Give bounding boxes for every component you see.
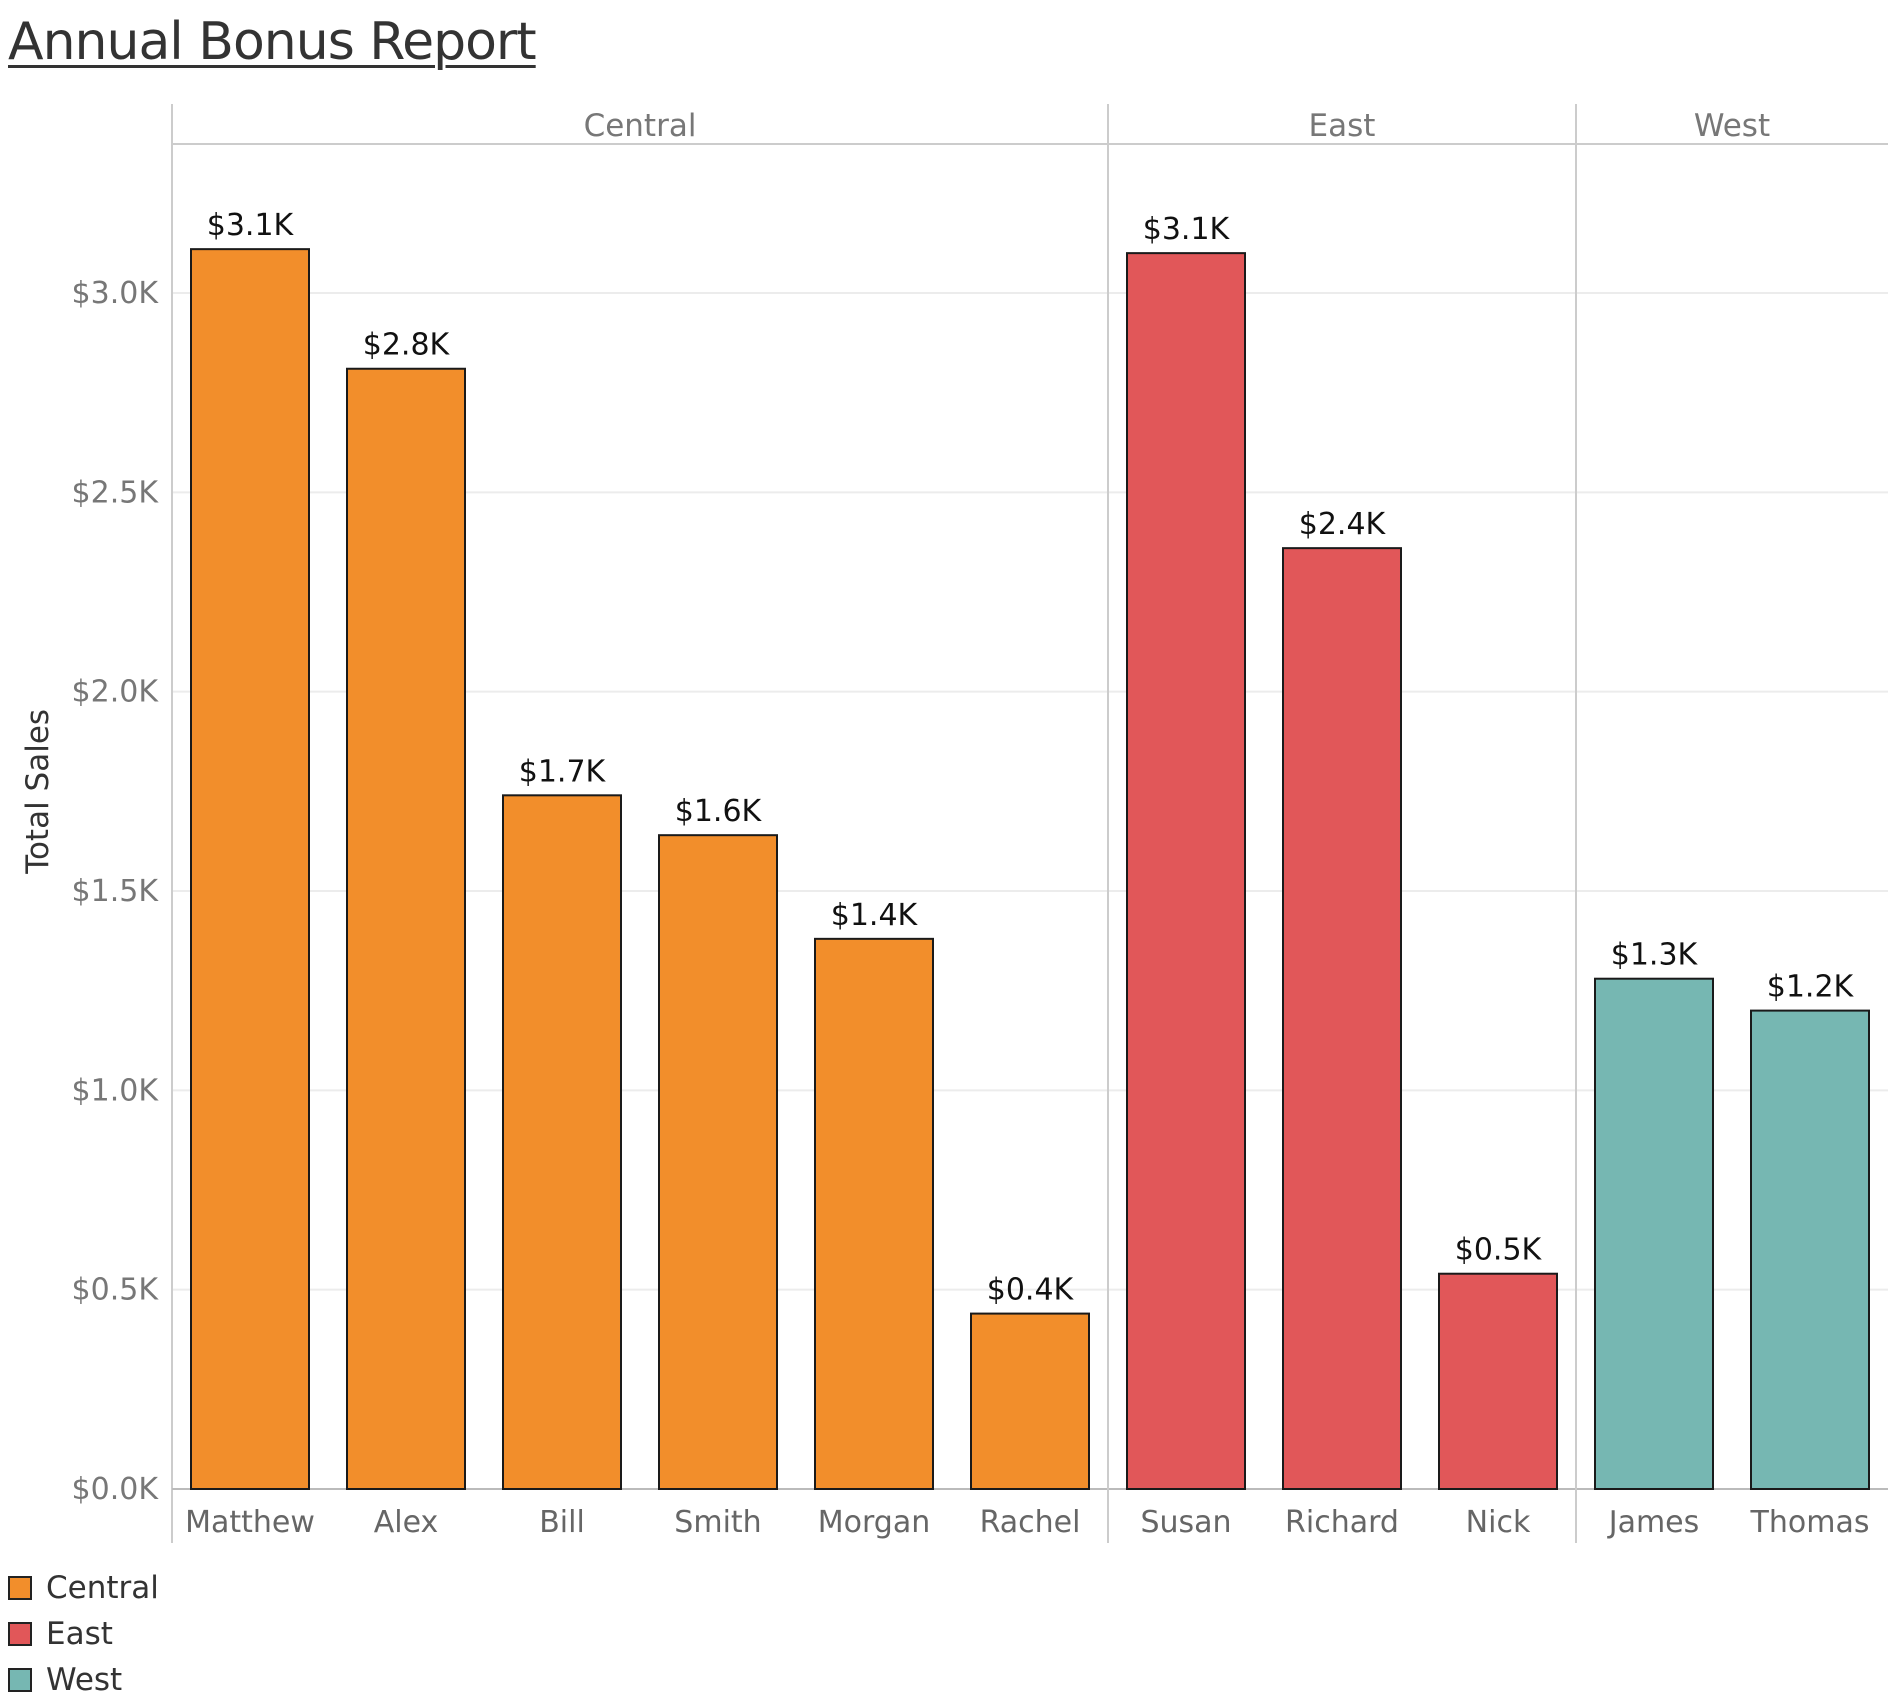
x-tick-label: Thomas [1750, 1505, 1870, 1540]
bar-bill [502, 794, 622, 1490]
y-tick-label: $1.0K [72, 1073, 160, 1108]
legend: Central East West [8, 1565, 159, 1703]
group-header-central: Central [584, 108, 697, 144]
bar-richard [1282, 547, 1402, 1490]
bar-james [1594, 977, 1714, 1490]
x-tick-label: Susan [1140, 1505, 1231, 1540]
legend-item-east[interactable]: East [8, 1611, 159, 1657]
bar-alex [346, 367, 466, 1490]
data-label: $1.2K [1767, 970, 1855, 1005]
x-tick-label: Alex [374, 1505, 439, 1540]
x-tick-label: Matthew [185, 1505, 315, 1540]
y-axis-label: Total Sales [20, 709, 56, 875]
legend-label: West [46, 1662, 123, 1698]
bar-susan [1126, 252, 1246, 1491]
data-label: $1.6K [675, 794, 763, 829]
legend-item-west[interactable]: West [8, 1657, 159, 1703]
x-tick-label: Rachel [980, 1505, 1081, 1540]
data-label: $2.4K [1299, 507, 1387, 542]
bar-morgan [814, 937, 934, 1490]
x-tick-label: Morgan [818, 1505, 931, 1540]
x-tick-label: Smith [674, 1505, 761, 1540]
bar-nick [1438, 1272, 1558, 1490]
legend-item-central[interactable]: Central [8, 1565, 159, 1611]
data-label: $1.4K [831, 898, 919, 933]
group-header-west: West [1694, 108, 1770, 144]
bar-rachel [970, 1312, 1090, 1490]
x-tick-label: James [1607, 1505, 1700, 1540]
bar-thomas [1750, 1009, 1870, 1490]
data-label: $2.8K [363, 328, 451, 363]
group-header-east: East [1309, 108, 1376, 144]
data-label: $0.4K [987, 1273, 1075, 1308]
data-label: $1.3K [1611, 938, 1699, 973]
y-tick-label: $2.5K [72, 475, 160, 510]
bar-smith [658, 834, 778, 1490]
y-tick-label: $0.0K [72, 1472, 160, 1507]
legend-swatch-east [8, 1622, 32, 1646]
data-label: $0.5K [1455, 1233, 1543, 1268]
bar-chart: $0.0K $0.5K $1.0K $1.5K $2.0K $2.5K $3.0K Total… [20, 104, 1888, 1543]
y-tick-label: $2.0K [72, 675, 160, 710]
x-tick-label: Bill [539, 1505, 585, 1540]
data-label: $3.1K [207, 208, 295, 243]
data-label: $3.1K [1143, 212, 1231, 247]
y-tick-label: $1.5K [72, 874, 160, 909]
legend-swatch-central [8, 1576, 32, 1600]
legend-swatch-west [8, 1668, 32, 1692]
x-tick-label: Nick [1466, 1505, 1531, 1540]
data-label: $1.7K [519, 754, 607, 789]
chart-title: Annual Bonus Report [8, 12, 537, 72]
legend-label: East [46, 1616, 113, 1652]
y-tick-label: $3.0K [72, 276, 160, 311]
bar-matthew [190, 248, 310, 1491]
y-tick-label: $0.5K [72, 1273, 160, 1308]
x-tick-label: Richard [1285, 1505, 1399, 1540]
legend-label: Central [46, 1570, 159, 1606]
